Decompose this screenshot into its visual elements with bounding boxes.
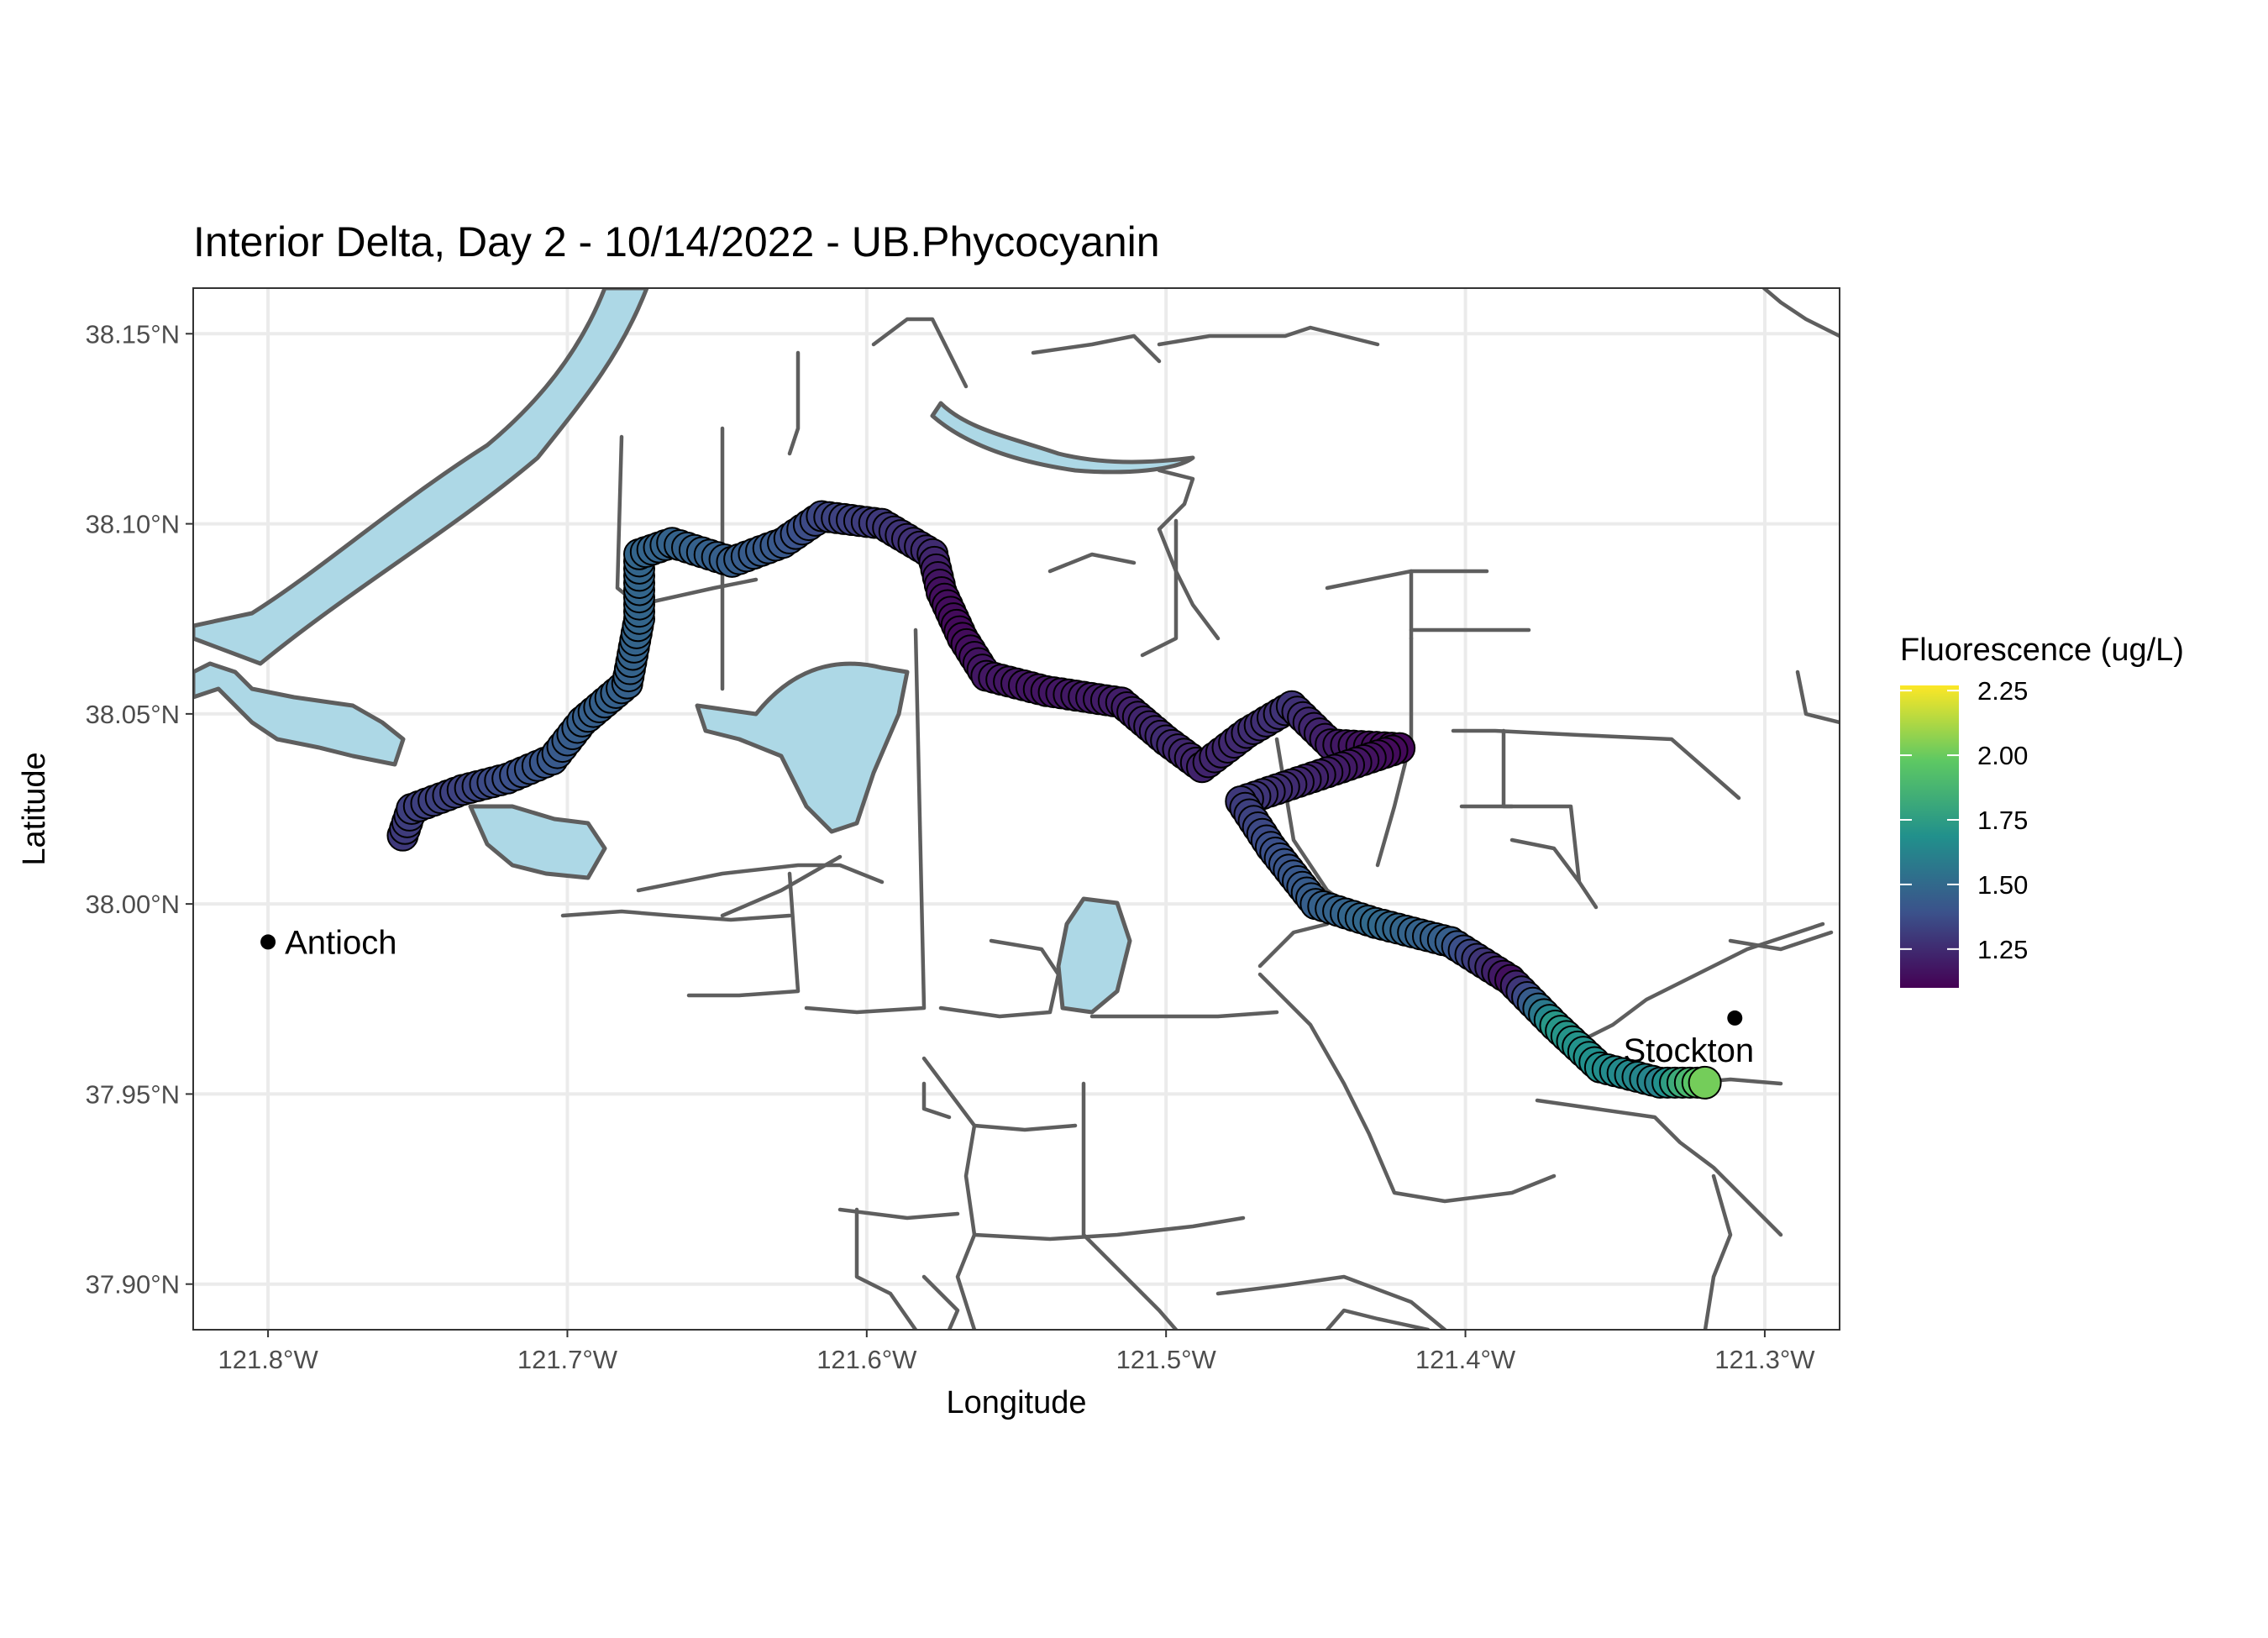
survey-track (386, 500, 1722, 1100)
boundary-line (1535, 1098, 1783, 1237)
legend-tick-label: 2.25 (1977, 676, 2028, 706)
boundary-line (1703, 1173, 1733, 1330)
city-markers: Antioch Stockton (260, 924, 1754, 1069)
boundary-line (1509, 837, 1582, 885)
boundary-line (1257, 972, 1557, 1204)
city-label: Stockton (1623, 1032, 1754, 1069)
boundary-line (854, 1207, 918, 1330)
city-marker (260, 934, 276, 950)
x-axis-title: Longitude (947, 1385, 1087, 1420)
x-tick-label: 121.7°W (517, 1345, 618, 1374)
boundary-line (938, 938, 1061, 1019)
boundary-line (1451, 728, 1741, 801)
map-panel (192, 287, 1840, 1331)
boundary-line (787, 350, 801, 456)
boundary-line (1047, 552, 1137, 574)
legend-tick-label: 1.25 (1977, 935, 2028, 964)
y-tick-label: 37.90°N (86, 1270, 180, 1299)
y-tick-label: 38.05°N (86, 700, 180, 729)
boundary-line (1157, 325, 1380, 347)
x-tick-label: 121.6°W (816, 1345, 917, 1374)
boundary-line (686, 871, 801, 998)
boundary-line (1081, 1081, 1179, 1330)
boundary-line (1761, 288, 1840, 339)
boundary-line (1140, 518, 1179, 658)
legend-tick-label: 1.50 (1977, 870, 2028, 900)
boundary-line (1728, 930, 1834, 952)
x-axis: 121.8°W 121.7°W 121.6°W 121.5°W 121.4°W 121.3… (218, 1330, 1815, 1374)
legend-colorbar (1900, 685, 1959, 988)
legend-title: Fluorescence (ug/L) (1900, 633, 2184, 668)
y-tick-label: 38.15°N (86, 319, 180, 349)
boundary-line (871, 317, 969, 389)
y-tick-label: 37.95°N (86, 1079, 180, 1109)
mokelumne-channel (930, 401, 1195, 475)
boundary-line (1577, 921, 1825, 1044)
chart-title: Interior Delta, Day 2 - 10/14/2022 - UB.… (193, 218, 1160, 265)
boundary-line (921, 1056, 977, 1330)
sherman-lake (468, 804, 607, 880)
legend-tick-label: 1.75 (1977, 806, 2028, 835)
city-marker (1727, 1010, 1743, 1026)
boundary-line (1089, 1010, 1279, 1019)
boundary-line (921, 1274, 960, 1330)
x-tick-label: 121.8°W (218, 1345, 318, 1374)
panel-border (192, 287, 1840, 1331)
boundary-line (1375, 636, 1414, 868)
boundary-line (1215, 1274, 1447, 1330)
grid-lines (193, 288, 1840, 1330)
basemap (193, 288, 1840, 1330)
boundary-line (1325, 1308, 1431, 1330)
boundary-line (804, 627, 927, 1015)
boundary-line (972, 1123, 1078, 1132)
boundary-line (1501, 728, 1599, 910)
boundary-line (636, 863, 885, 893)
x-tick-label: 121.3°W (1714, 1345, 1815, 1374)
boundary-line (972, 1215, 1246, 1242)
boundary-line (837, 1207, 960, 1221)
boundary-line (1157, 468, 1221, 641)
legend-ticks: 2.25 2.00 1.75 1.50 1.25 (1900, 676, 2028, 964)
boundary-line (1031, 333, 1162, 364)
city-label: Antioch (285, 924, 396, 961)
boundary-line (720, 854, 843, 918)
y-tick-label: 38.00°N (86, 890, 180, 919)
color-legend: Fluorescence (ug/L) 2.25 2.00 1.75 1.50 1.25 (1900, 633, 2184, 988)
x-tick-label: 121.5°W (1116, 1345, 1217, 1374)
track-point (1688, 1065, 1722, 1100)
boundary-line (921, 1081, 952, 1120)
y-axis-title: Latitude (17, 752, 52, 865)
boundary-line (1795, 669, 1840, 725)
y-tick-label: 38.10°N (86, 510, 180, 539)
water-bodies (193, 288, 1195, 1015)
x-tick-label: 121.4°W (1415, 1345, 1516, 1374)
mildred-island (1056, 896, 1132, 1015)
boundary-line (1325, 569, 1414, 641)
legend-tick-label: 2.00 (1977, 741, 2028, 770)
suisun-bay-area (193, 661, 406, 767)
sacramento-river-channel (193, 288, 649, 666)
boundary-line (560, 909, 792, 922)
boundary-line (1257, 921, 1330, 969)
y-axis: 37.90°N 37.95°N 38.00°N 38.05°N 38.10°N 38.15… (86, 319, 193, 1299)
frank-tract (695, 661, 910, 834)
